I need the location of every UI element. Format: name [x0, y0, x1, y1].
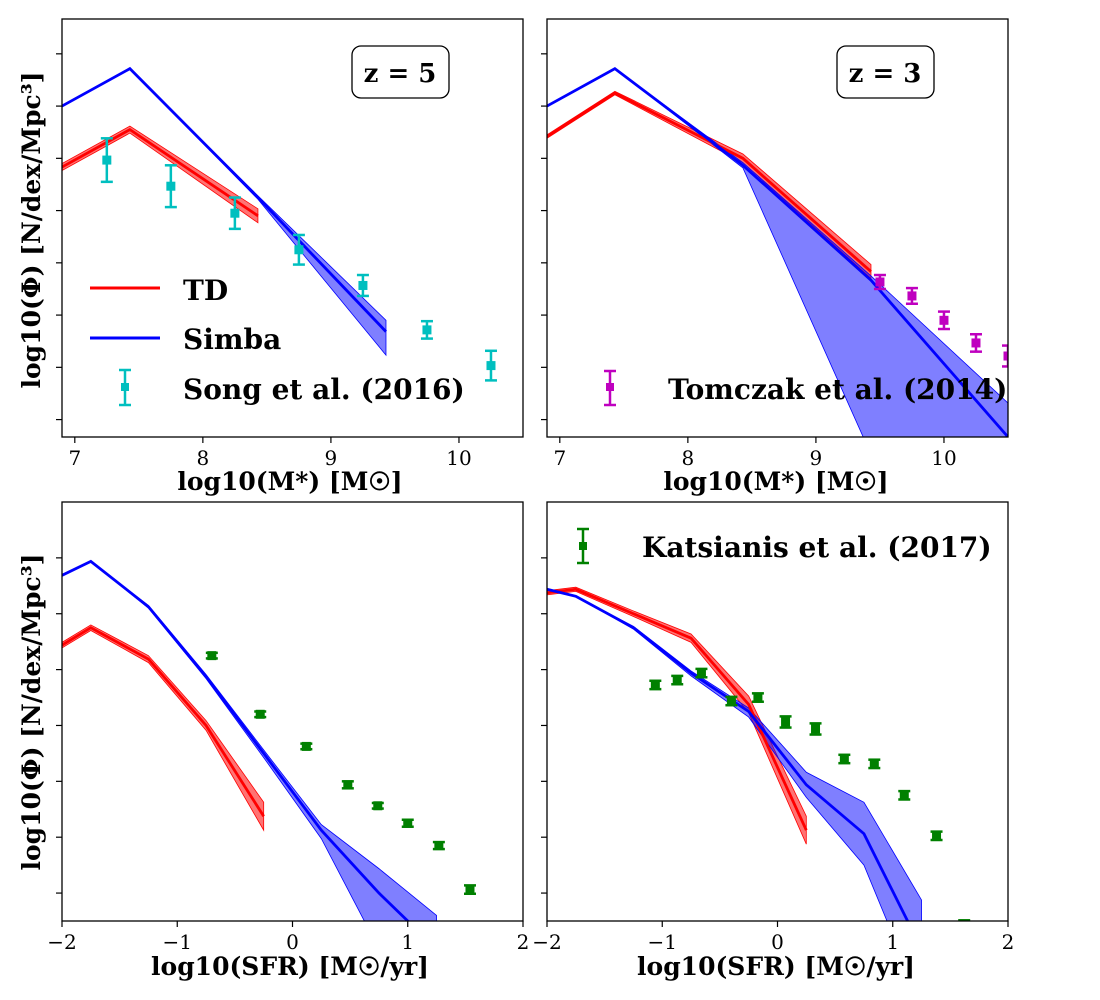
- annotation-z3-text: z = 3: [849, 59, 922, 89]
- axes-frame: [61, 501, 524, 922]
- plot-area: [62, 66, 497, 382]
- line-simba: [62, 559, 410, 921]
- ylabel-top: log10(Φ) [N/dex/Mpc³]: [17, 72, 46, 389]
- obs-point: [1002, 344, 1008, 368]
- axes-frame: [61, 18, 524, 438]
- obs-point: [494, 927, 506, 941]
- line-simba: [547, 66, 1008, 437]
- band-simba: [62, 68, 387, 357]
- legend-simba-label: Simba: [183, 323, 281, 356]
- legend-sfrf-z3: Katsianis et al. (2017): [577, 527, 992, 565]
- x-tick-label: 8: [681, 446, 694, 470]
- x-tick-label: 7: [553, 446, 566, 470]
- obs-point: [100, 137, 113, 184]
- line-td: [62, 626, 265, 818]
- line-td: [547, 587, 808, 831]
- panel-sfrf-z5: −2 −1 0 1 2: [47, 501, 530, 954]
- obs-point: [725, 695, 738, 707]
- obs-point: [898, 789, 911, 801]
- legend-song-label: Song et al. (2016): [183, 373, 465, 406]
- band-simba: [62, 560, 437, 921]
- line-simba: [62, 66, 387, 333]
- legend-katsianis-label: Katsianis et al. (2017): [642, 531, 992, 564]
- obs-point: [969, 332, 982, 353]
- obs-point: [695, 667, 708, 679]
- x-tick-label: 1: [401, 930, 414, 954]
- obs-point: [432, 840, 445, 851]
- obs-point: [905, 286, 918, 306]
- x-tick-label: 8: [196, 446, 209, 470]
- annotation-z5: z = 5: [351, 45, 450, 99]
- obs-point: [671, 674, 684, 686]
- x-tick-label: −1: [648, 930, 677, 954]
- x-tick-label: 9: [325, 446, 338, 470]
- obs-point: [356, 273, 369, 298]
- xlabel-sfrf-z3: log10(SFR) [M☉/yr]: [637, 952, 915, 981]
- legend-td-label: TD: [183, 274, 228, 307]
- obs-point: [868, 758, 881, 770]
- obs-point: [371, 801, 384, 811]
- legend-katsianis-marker: [577, 527, 589, 565]
- x-tick-label: 2: [517, 930, 530, 954]
- panel-smf-z5: 7 8 9 10: [56, 18, 524, 470]
- band-td: [547, 586, 807, 845]
- axes-frame: [546, 501, 1009, 922]
- axes-frame: [546, 18, 1009, 438]
- line-simba: [547, 587, 910, 921]
- obs-point: [779, 715, 792, 729]
- obs-point: [873, 273, 886, 291]
- obs-point: [484, 349, 497, 382]
- plot-area: [547, 586, 971, 921]
- xlabel-sfrf-z5: log10(SFR) [M☉/yr]: [151, 952, 429, 981]
- obs-point: [254, 709, 267, 719]
- panel-sfrf-z3: −2 −1 0 1 2: [532, 501, 1015, 954]
- annotation-z3: z = 3: [836, 45, 935, 99]
- panel-smf-z3: 7 8 9 10: [541, 18, 1009, 470]
- legend-smf-z5: TD Simba Song et al. (2016): [90, 274, 465, 407]
- legend-song-marker: [119, 368, 131, 407]
- x-tick-label: 10: [931, 446, 956, 470]
- line-td: [62, 127, 259, 217]
- obs-point: [463, 884, 476, 896]
- x-tick-label: 9: [810, 446, 823, 470]
- obs-point: [292, 233, 305, 266]
- obs-point: [649, 679, 662, 691]
- ylabel-bottom: log10(Φ) [N/dex/Mpc³]: [17, 554, 46, 871]
- legend-tomczak-label: Tomczak et al. (2014): [668, 373, 1007, 406]
- x-tick-label: −2: [47, 930, 76, 954]
- obs-point: [300, 741, 313, 751]
- band-td: [62, 624, 265, 832]
- line-td: [547, 91, 872, 273]
- obs-point: [205, 651, 218, 661]
- x-tick-label: 1: [886, 930, 899, 954]
- obs-point: [401, 818, 414, 828]
- plot-area: [62, 559, 506, 941]
- obs-point: [164, 164, 177, 209]
- x-tick-label: −1: [163, 930, 192, 954]
- legend-tomczak-marker: [604, 369, 616, 407]
- obs-point: [930, 830, 943, 842]
- x-tick-label: 0: [286, 930, 299, 954]
- xlabel-smf-z3: log10(M*) [M☉]: [663, 467, 888, 496]
- obs-point: [751, 692, 764, 703]
- x-tick-label: −2: [532, 930, 561, 954]
- band-td: [62, 125, 259, 224]
- x-tick-label: 0: [771, 930, 784, 954]
- x-tick-label: 2: [1002, 930, 1015, 954]
- band-simba: [547, 588, 922, 921]
- plot-area: [547, 66, 1008, 437]
- x-tick-label: 10: [446, 446, 471, 470]
- obs-point: [838, 753, 851, 765]
- xlabel-smf-z5: log10(M*) [M☉]: [177, 467, 402, 496]
- legend-smf-z3: Tomczak et al. (2014): [604, 369, 1007, 407]
- x-tick-label: 7: [68, 446, 81, 470]
- obs-point: [341, 780, 354, 790]
- obs-point: [228, 196, 241, 231]
- obs-point: [937, 310, 950, 331]
- annotation-z5-text: z = 5: [364, 59, 437, 89]
- obs-point: [809, 722, 822, 736]
- obs-point: [420, 319, 433, 340]
